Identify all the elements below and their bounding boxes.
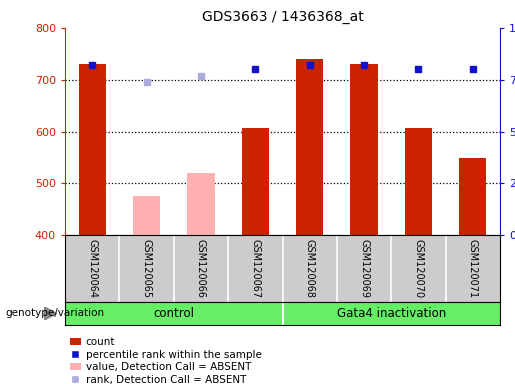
Text: GSM120069: GSM120069 <box>359 239 369 298</box>
Polygon shape <box>44 306 57 320</box>
Bar <box>351 64 377 235</box>
Text: GSM120066: GSM120066 <box>196 239 206 298</box>
Text: GSM120070: GSM120070 <box>414 239 423 298</box>
Text: GSM120067: GSM120067 <box>250 239 260 298</box>
Bar <box>405 128 432 235</box>
Text: GSM120065: GSM120065 <box>142 239 151 298</box>
Bar <box>187 173 215 235</box>
Text: Gata4 inactivation: Gata4 inactivation <box>337 307 446 320</box>
Bar <box>459 159 486 235</box>
Bar <box>133 196 160 235</box>
Text: GSM120064: GSM120064 <box>87 239 97 298</box>
Text: GSM120068: GSM120068 <box>305 239 315 298</box>
Text: genotype/variation: genotype/variation <box>5 308 104 318</box>
Text: GSM120071: GSM120071 <box>468 239 478 298</box>
Bar <box>242 128 269 235</box>
Title: GDS3663 / 1436368_at: GDS3663 / 1436368_at <box>202 10 364 24</box>
Bar <box>296 59 323 235</box>
Legend: count, percentile rank within the sample, value, Detection Call = ABSENT, rank, : count, percentile rank within the sample… <box>70 337 262 384</box>
Text: control: control <box>153 307 194 320</box>
Bar <box>79 64 106 235</box>
